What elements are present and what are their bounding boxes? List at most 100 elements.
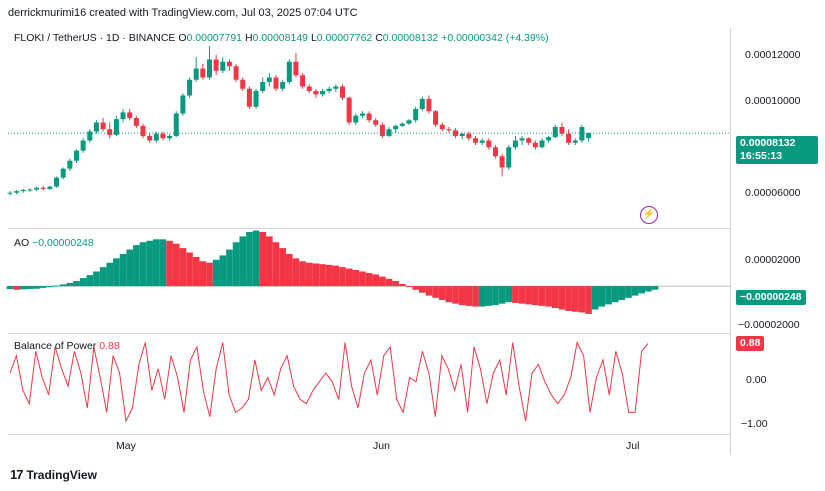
ao-axis-tick: 0.00002000 <box>745 254 801 266</box>
candle-body <box>133 118 139 126</box>
ao-bar <box>73 281 80 287</box>
ao-bar <box>558 286 566 310</box>
ao-bar <box>113 258 120 287</box>
candle-body <box>559 127 565 134</box>
candle-body <box>54 177 60 187</box>
ao-bar <box>591 286 599 310</box>
ao-bar <box>133 245 140 287</box>
candle-body <box>446 129 452 131</box>
candle-body <box>399 123 405 126</box>
ao-legend: AO −0.00000248 <box>14 237 94 249</box>
ao-bar <box>345 268 353 287</box>
candle-body <box>353 115 359 123</box>
ao-bar <box>385 278 393 287</box>
last-price-value: 0.00008132 <box>740 137 796 149</box>
ao-bar <box>39 286 47 288</box>
ao-bar <box>126 249 133 287</box>
candle-body <box>379 124 385 136</box>
ao-bar <box>232 242 240 287</box>
ao-bar <box>379 276 386 287</box>
candle-body <box>572 140 578 143</box>
close-label: C <box>375 32 383 44</box>
high-label: H <box>244 32 253 44</box>
ao-bar <box>651 286 659 290</box>
ao-label[interactable]: AO <box>14 237 30 249</box>
ao-bar <box>605 286 612 305</box>
candle-body <box>74 150 79 161</box>
ao-bar <box>99 267 107 287</box>
ao-bar <box>438 286 446 301</box>
ao-bar <box>445 286 453 303</box>
candle-body <box>160 133 166 139</box>
ao-bar <box>206 262 213 287</box>
ao-bar <box>412 286 419 290</box>
candle-body <box>280 82 286 89</box>
ao-bar <box>246 232 253 287</box>
ao-bar <box>312 263 320 287</box>
candle-body <box>47 186 53 189</box>
lightning-icon[interactable]: ⚡ <box>640 206 658 224</box>
candle-body <box>426 98 432 112</box>
candle-body <box>320 91 326 95</box>
ao-bar <box>359 271 366 287</box>
candle-body <box>532 142 538 148</box>
candle-body <box>80 140 86 151</box>
ao-histogram <box>6 230 659 314</box>
ao-bar <box>458 286 466 306</box>
candle-body <box>153 133 159 141</box>
ao-bar <box>212 259 220 287</box>
candle-body <box>187 79 193 96</box>
candle-body <box>93 122 99 132</box>
ao-bar <box>585 286 592 314</box>
candle-body <box>286 61 292 82</box>
ao-bar <box>79 278 87 287</box>
bop-axis-tick: −1.00 <box>741 418 768 430</box>
candle-body <box>220 61 226 71</box>
price-candles <box>7 46 592 196</box>
ao-bar <box>266 236 273 287</box>
candle-body <box>213 59 219 71</box>
price-legend: FLOKI / TetherUS · 1D · BINANCE O0.00007… <box>14 32 549 44</box>
symbol-label[interactable]: FLOKI / TetherUS · 1D · BINANCE <box>14 32 176 44</box>
candle-body <box>506 147 512 168</box>
bop-value: 0.88 <box>99 340 120 352</box>
ao-bar <box>26 286 34 290</box>
ao-bar <box>578 286 586 313</box>
ao-bar <box>392 281 399 287</box>
tradingview-logo-icon: 17 <box>10 467 24 482</box>
ao-bar <box>286 253 293 287</box>
pane-separators <box>8 28 731 455</box>
countdown-value: 16:55:13 <box>740 150 783 162</box>
candle-body <box>519 138 525 141</box>
candle-body <box>326 88 332 91</box>
ao-bar <box>512 286 519 303</box>
ao-bar <box>146 240 153 287</box>
candle-body <box>127 112 133 118</box>
candle-body <box>260 82 266 91</box>
ao-bar <box>518 286 526 304</box>
ao-bar <box>472 286 479 307</box>
candle-body <box>273 77 279 89</box>
ao-bar <box>452 286 459 304</box>
candle-body <box>113 119 119 135</box>
candle-body <box>233 66 239 80</box>
ao-bar <box>186 252 193 287</box>
candle-body <box>193 68 199 80</box>
brand-name: TradingView <box>26 467 97 482</box>
price-axis-tick: 0.00006000 <box>745 187 801 199</box>
candle-body <box>340 86 345 98</box>
bop-axis-tick: 0.00 <box>746 374 767 386</box>
candle-body <box>226 61 232 67</box>
bop-value-tag: 0.88 <box>736 336 765 351</box>
ao-bar <box>339 267 346 287</box>
candle-body <box>120 112 126 120</box>
ao-bar <box>219 255 227 287</box>
high-value: 0.00008149 <box>252 32 309 44</box>
bop-label[interactable]: Balance of Power <box>14 340 97 352</box>
low-label: L <box>310 32 317 44</box>
candle-body <box>586 133 592 139</box>
candle-body <box>306 86 312 91</box>
ao-bar <box>59 284 67 287</box>
candle-body <box>346 97 352 123</box>
